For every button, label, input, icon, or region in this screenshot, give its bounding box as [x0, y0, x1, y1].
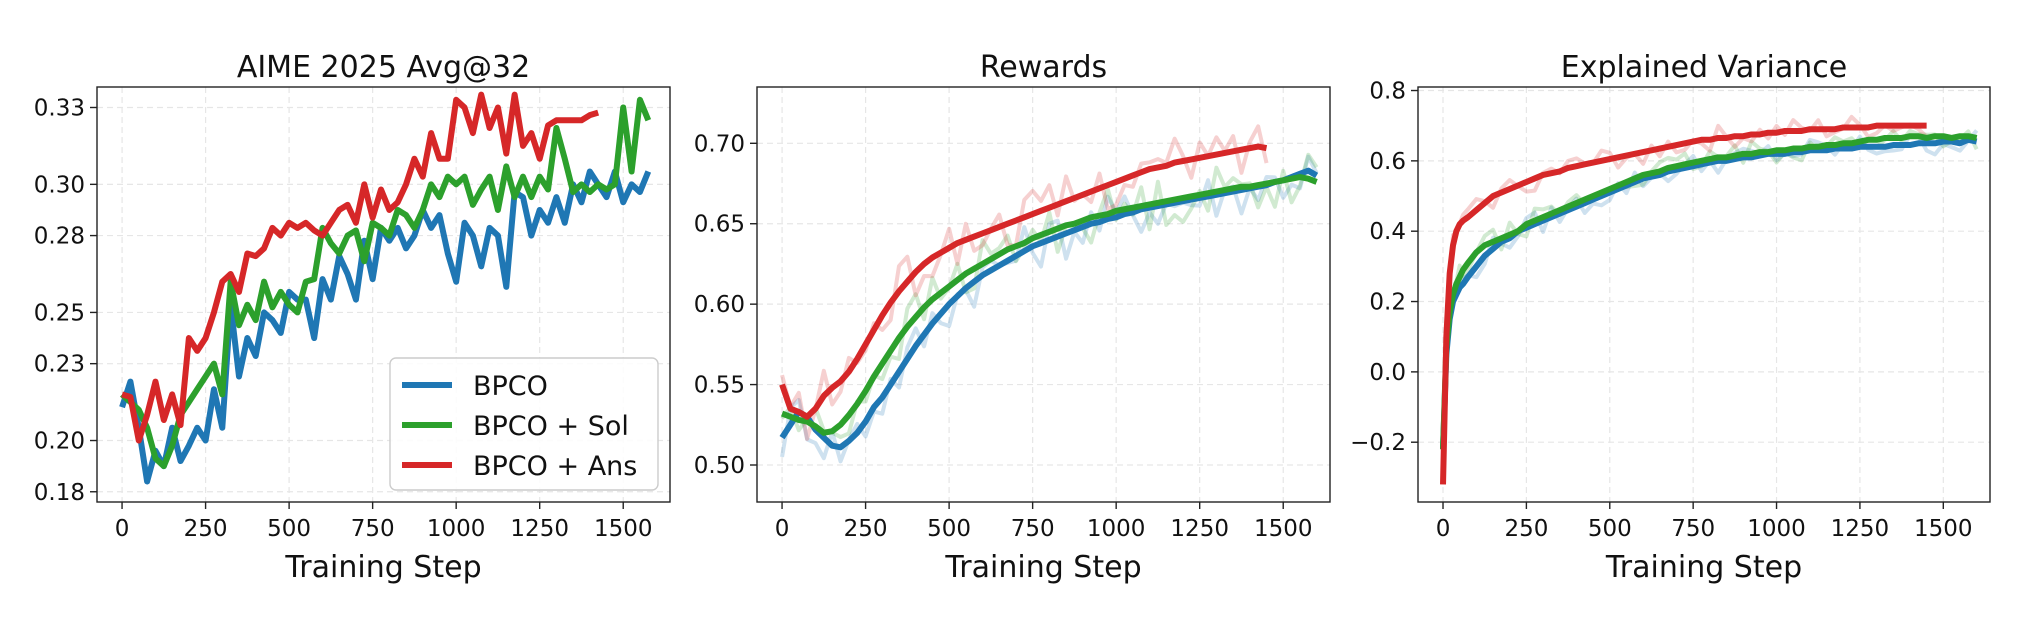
y-tick-label: 0.2 — [1369, 290, 1406, 316]
x-tick-label: 1000 — [1087, 516, 1146, 542]
x-tick-label: 1000 — [1747, 516, 1806, 542]
x-tick-label: 0 — [1436, 516, 1451, 542]
y-tick-label: 0.55 — [694, 373, 745, 399]
y-tick-label: 0.60 — [694, 292, 745, 318]
y-tick-label: 0.25 — [34, 300, 85, 326]
x-tick-label: 1250 — [510, 516, 569, 542]
legend-label: BPCO + Ans — [473, 451, 637, 482]
y-tick-label: 0.50 — [694, 453, 745, 479]
y-tick-label: 0.65 — [694, 212, 745, 238]
y-tick-label: 0.8 — [1369, 79, 1406, 105]
x-tick-label: 1500 — [594, 516, 653, 542]
x-tick-label: 1500 — [1914, 516, 1973, 542]
y-tick-label: 0.23 — [34, 352, 85, 378]
legend-label: BPCO + Sol — [473, 411, 629, 442]
raw-series-line-1 — [780, 154, 1319, 464]
series-line-bpco-ans — [1440, 122, 1927, 485]
series-line-bpco — [1440, 136, 1978, 450]
x-tick-label: 250 — [184, 516, 228, 542]
y-tick-label: 0.6 — [1369, 149, 1406, 175]
x-tick-label: 1000 — [427, 516, 486, 542]
series-line-bpco-ans — [779, 143, 1268, 420]
y-tick-label: −0.2 — [1350, 430, 1406, 456]
x-tick-label: 1250 — [1170, 516, 1229, 542]
x-tick-label: 250 — [1504, 516, 1548, 542]
x-tick-label: 0 — [115, 516, 130, 542]
x-tick-label: 250 — [844, 516, 888, 542]
legend-label: BPCO — [473, 371, 548, 402]
y-tick-label: 0.70 — [694, 131, 745, 157]
x-tick-label: 0 — [775, 516, 790, 542]
x-tick-label: 750 — [1011, 516, 1055, 542]
raw-series-line-3 — [1441, 114, 1928, 485]
chart-title: Explained Variance — [1561, 50, 1847, 85]
chart-panel-3: 0 250 500 750 1000 1250 1500 −0.2 0.0 0.2 0.4 0.6 0.… — [1350, 50, 1991, 585]
chart-panel-2: 0 250 500 750 1000 1250 1500 0.50 0.55 0.60 0.65 0.… — [694, 50, 1331, 585]
legend-box — [389, 357, 659, 491]
x-axis-label: Training Step — [944, 550, 1141, 585]
series-line-bpco-sol — [1440, 133, 1978, 450]
y-tick-label: 0.28 — [34, 224, 85, 250]
chart-panel-1: 0 250 500 750 1000 1250 1500 0.18 0.20 0.23 0.25 0.… — [34, 50, 671, 585]
x-tick-label: 750 — [351, 516, 395, 542]
x-axis-label: Training Step — [284, 550, 481, 585]
x-tick-label: 500 — [927, 516, 971, 542]
y-tick-label: 0.33 — [34, 95, 85, 121]
series-line-bpco-sol — [780, 174, 1318, 436]
axes-frame — [96, 86, 671, 503]
series-line-bpco — [779, 167, 1319, 451]
x-tick-label: 750 — [1671, 516, 1715, 542]
legend: BPCO BPCO + Sol BPCO + Ans — [389, 357, 659, 491]
x-axis-label: Training Step — [1605, 550, 1802, 585]
y-tick-label: 0.4 — [1369, 219, 1406, 245]
chart-title: AIME 2025 Avg@32 — [237, 50, 530, 85]
raw-series-line-1 — [1441, 129, 1979, 450]
x-tick-label: 1500 — [1254, 516, 1313, 542]
x-tick-label: 1250 — [1831, 516, 1890, 542]
series-line-bpco-sol — [120, 96, 652, 470]
raw-series-line-3 — [780, 124, 1269, 441]
y-tick-label: 0.18 — [34, 480, 85, 506]
chart-title: Rewards — [980, 50, 1107, 85]
axes-frame — [756, 86, 1331, 503]
y-tick-label: 0.30 — [34, 172, 85, 198]
x-tick-label: 500 — [267, 516, 311, 542]
series-line-bpco-ans — [121, 91, 600, 444]
x-tick-label: 500 — [1588, 516, 1632, 542]
axes-frame — [1417, 86, 1991, 503]
y-tick-label: 0.20 — [34, 429, 85, 455]
raw-series-line-2 — [1441, 128, 1979, 450]
y-tick-label: 0.0 — [1369, 360, 1406, 386]
